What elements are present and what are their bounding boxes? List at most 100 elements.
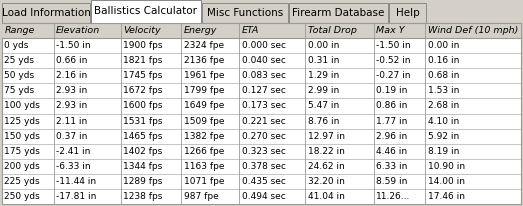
Text: Range: Range: [5, 26, 35, 35]
Text: 75 yds: 75 yds: [5, 86, 35, 95]
Text: Firearm Database: Firearm Database: [292, 8, 385, 18]
Text: Energy: Energy: [184, 26, 217, 35]
Text: Wind Def (10 mph): Wind Def (10 mph): [428, 26, 518, 35]
Text: 1289 fps: 1289 fps: [123, 177, 163, 186]
Text: 0.323 sec: 0.323 sec: [242, 147, 286, 156]
Text: 1344 fps: 1344 fps: [123, 162, 163, 171]
Text: -17.81 in: -17.81 in: [56, 192, 97, 201]
Text: 1799 fpe: 1799 fpe: [184, 86, 224, 95]
Text: 18.22 in: 18.22 in: [308, 147, 345, 156]
Text: 10.90 in: 10.90 in: [428, 162, 465, 171]
Text: 0.127 sec: 0.127 sec: [242, 86, 286, 95]
Bar: [2, 3, 90, 23]
Text: 100 yds: 100 yds: [5, 102, 40, 110]
Text: 1509 fpe: 1509 fpe: [184, 117, 224, 125]
Text: 0.083 sec: 0.083 sec: [242, 71, 286, 80]
Bar: [91, 0, 201, 23]
Bar: [2, 23, 521, 38]
Text: 1465 fps: 1465 fps: [123, 132, 163, 141]
Text: -1.50 in: -1.50 in: [376, 41, 411, 50]
Text: 200 yds: 200 yds: [5, 162, 40, 171]
Text: 8.19 in: 8.19 in: [428, 147, 459, 156]
Text: 5.47 in: 5.47 in: [308, 102, 339, 110]
Text: 50 yds: 50 yds: [5, 71, 35, 80]
Text: 5.92 in: 5.92 in: [428, 132, 459, 141]
Text: 0.37 in: 0.37 in: [56, 132, 87, 141]
Text: Help: Help: [395, 8, 419, 18]
Text: -11.44 in: -11.44 in: [56, 177, 96, 186]
Text: 0.19 in: 0.19 in: [376, 86, 407, 95]
Text: 0 yds: 0 yds: [5, 41, 29, 50]
Text: Misc Functions: Misc Functions: [207, 8, 283, 18]
Text: 4.10 in: 4.10 in: [428, 117, 459, 125]
Text: 1745 fps: 1745 fps: [123, 71, 163, 80]
Text: 1.29 in: 1.29 in: [308, 71, 339, 80]
Text: 1821 fps: 1821 fps: [123, 56, 163, 65]
Text: 1163 fpe: 1163 fpe: [184, 162, 224, 171]
Text: 12.97 in: 12.97 in: [308, 132, 345, 141]
Text: 14.00 in: 14.00 in: [428, 177, 465, 186]
Text: Velocity: Velocity: [123, 26, 161, 35]
Text: 0.31 in: 0.31 in: [308, 56, 339, 65]
Text: 987 fpe: 987 fpe: [184, 192, 219, 201]
Text: 0.16 in: 0.16 in: [428, 56, 459, 65]
Text: 2324 fpe: 2324 fpe: [184, 41, 224, 50]
Text: 6.33 in: 6.33 in: [376, 162, 407, 171]
Text: 2136 fpe: 2136 fpe: [184, 56, 224, 65]
Text: 0.000 sec: 0.000 sec: [242, 41, 286, 50]
Text: 8.59 in: 8.59 in: [376, 177, 407, 186]
Text: -1.50 in: -1.50 in: [56, 41, 91, 50]
Text: Elevation: Elevation: [56, 26, 100, 35]
Text: 1266 fpe: 1266 fpe: [184, 147, 224, 156]
Text: 2.68 in: 2.68 in: [428, 102, 459, 110]
Text: 0.00 in: 0.00 in: [428, 41, 459, 50]
Text: -6.33 in: -6.33 in: [56, 162, 91, 171]
Text: 0.00 in: 0.00 in: [308, 41, 339, 50]
Text: 8.76 in: 8.76 in: [308, 117, 339, 125]
Bar: [2, 23, 521, 204]
Text: 2.16 in: 2.16 in: [56, 71, 87, 80]
Text: 1382 fpe: 1382 fpe: [184, 132, 224, 141]
Text: 0.221 sec: 0.221 sec: [242, 117, 286, 125]
Text: 1672 fps: 1672 fps: [123, 86, 163, 95]
Text: 0.494 sec: 0.494 sec: [242, 192, 286, 201]
Text: 0.040 sec: 0.040 sec: [242, 56, 286, 65]
Text: 0.270 sec: 0.270 sec: [242, 132, 286, 141]
Text: -0.27 in: -0.27 in: [376, 71, 411, 80]
Text: 0.66 in: 0.66 in: [56, 56, 87, 65]
Text: 1531 fps: 1531 fps: [123, 117, 163, 125]
Text: -2.41 in: -2.41 in: [56, 147, 90, 156]
Text: 2.93 in: 2.93 in: [56, 86, 87, 95]
Text: 0.68 in: 0.68 in: [428, 71, 459, 80]
Bar: [389, 3, 426, 23]
Text: 150 yds: 150 yds: [5, 132, 40, 141]
Text: 175 yds: 175 yds: [5, 147, 40, 156]
Text: 17.46 in: 17.46 in: [428, 192, 465, 201]
Text: 0.378 sec: 0.378 sec: [242, 162, 286, 171]
Text: 32.20 in: 32.20 in: [308, 177, 345, 186]
Text: 0.86 in: 0.86 in: [376, 102, 407, 110]
Text: 2.99 in: 2.99 in: [308, 86, 339, 95]
Text: 1961 fpe: 1961 fpe: [184, 71, 224, 80]
Text: 1900 fps: 1900 fps: [123, 41, 163, 50]
Text: 2.96 in: 2.96 in: [376, 132, 407, 141]
Text: 2.93 in: 2.93 in: [56, 102, 87, 110]
Text: 0.435 sec: 0.435 sec: [242, 177, 286, 186]
Text: 0.173 sec: 0.173 sec: [242, 102, 286, 110]
Text: 1600 fps: 1600 fps: [123, 102, 163, 110]
Text: 1.77 in: 1.77 in: [376, 117, 407, 125]
Text: 225 yds: 225 yds: [5, 177, 40, 186]
Text: 2.11 in: 2.11 in: [56, 117, 87, 125]
Text: 1.53 in: 1.53 in: [428, 86, 459, 95]
Text: ETA: ETA: [242, 26, 259, 35]
Text: 1071 fpe: 1071 fpe: [184, 177, 224, 186]
Text: -0.52 in: -0.52 in: [376, 56, 411, 65]
Text: 125 yds: 125 yds: [5, 117, 40, 125]
Text: Ballistics Calculator: Ballistics Calculator: [95, 7, 198, 16]
Text: 250 yds: 250 yds: [5, 192, 40, 201]
Text: Load Information: Load Information: [2, 8, 90, 18]
Text: 24.62 in: 24.62 in: [308, 162, 344, 171]
Text: 1238 fps: 1238 fps: [123, 192, 163, 201]
Bar: [202, 3, 288, 23]
Text: 25 yds: 25 yds: [5, 56, 35, 65]
